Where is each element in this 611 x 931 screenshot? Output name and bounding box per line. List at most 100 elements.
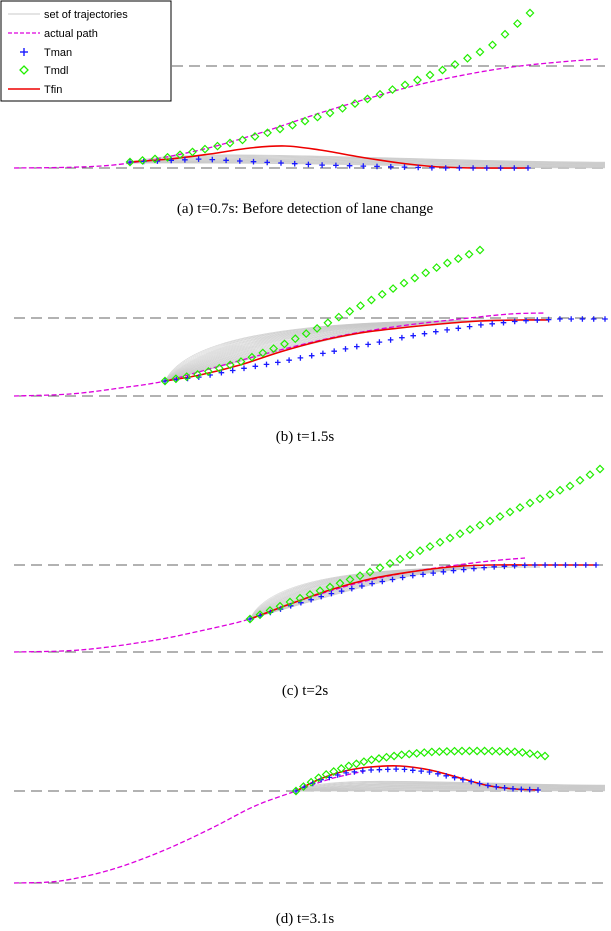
tman-marker [497,165,504,171]
tmdl-marker [442,258,452,268]
tman-marker [278,160,284,166]
tman-marker [223,157,229,164]
legend-tmdl-swatch [19,65,29,75]
panel-c [13,464,605,653]
tman-marker [491,564,497,570]
tman-marker [602,316,608,322]
legend-tman-swatch [20,48,28,56]
tmdl-marker [299,782,308,792]
tmdl-marker [510,747,520,757]
tmdl-marker [388,284,398,294]
tman-marker [526,786,533,793]
tman-marker [229,367,236,374]
trajectory-line [129,161,606,168]
tman-marker [501,785,508,791]
tman-marker [305,161,312,168]
tmdl-marker [435,537,445,547]
tman-marker [387,337,394,343]
tmdl-marker [325,582,335,592]
tmdl-marker [525,8,535,18]
tman-marker [510,786,516,792]
trajectory-line [295,782,606,792]
tman-marker [369,580,375,587]
tman-marker [443,773,449,779]
tman-marker [237,158,243,164]
tmdl-marker [314,773,324,783]
legend-trajectories-label: set of trajectories [44,9,128,21]
tman-marker [328,590,335,597]
panel-d [13,746,606,884]
tman-marker [346,162,353,169]
tmdl-marker [475,245,485,255]
tman-marker [568,316,574,322]
tman-marker [489,321,495,327]
tmdl-marker [291,786,301,796]
trajectory-line [129,157,606,165]
tmdl-marker [415,546,425,556]
tman-marker [493,784,500,790]
tmdl-marker [247,352,257,362]
tman-marker [388,164,394,170]
tman-marker [552,562,559,568]
tman-marker [320,350,326,357]
tmdl-marker [290,334,300,344]
tman-marker [127,159,133,165]
tmdl-marker [397,750,407,760]
tmdl-marker [465,746,474,756]
trajectory-line [295,782,606,792]
tmdl-marker [188,147,197,157]
tman-marker [410,332,416,339]
tmdl-marker [432,263,442,273]
tmdl-marker [395,554,405,564]
tman-marker [399,574,406,581]
tmdl-marker [442,746,452,756]
tman-marker [420,571,426,578]
tmdl-marker [517,747,527,757]
tman-marker [532,562,538,568]
tman-marker [275,359,281,366]
tmdl-marker [405,550,415,560]
tman-marker [389,576,396,583]
trajectory-line [129,162,606,168]
tman-marker [410,572,416,579]
tman-marker [342,346,349,352]
tmdl-marker [236,357,246,367]
tmdl-marker [575,475,585,485]
tman-marker [572,562,579,568]
tmdl-marker [321,770,331,779]
tmdl-marker [367,755,376,765]
caption-a: (a) t=0.7s: Before detection of lane cha… [177,201,434,217]
tmdl-marker [487,746,497,756]
tmdl-marker [365,567,375,577]
tman-marker [393,766,399,772]
tmdl-marker [495,746,505,756]
tmdl-marker [385,559,395,568]
tman-marker [376,766,383,773]
tmdl-marker [238,135,247,145]
tman-marker [478,322,484,328]
tmdl-marker [464,249,474,259]
tmdl-marker [450,60,460,69]
tmdl-marker [335,578,345,588]
tmdl-marker [323,318,333,328]
tman-marker [545,316,552,323]
trajectory-line [129,160,606,167]
tmdl-marker [475,47,485,57]
tman-marker [470,165,476,171]
tmdl-marker [480,746,490,756]
tmdl-marker [485,516,495,526]
trajectory-line [129,155,606,164]
tman-marker [542,562,548,568]
tman-marker [500,319,507,326]
tmdl-marker [336,764,346,773]
tmdl-marker [193,370,203,379]
tmdl-marker [412,748,422,758]
tmdl-marker [265,606,275,615]
trajectory-line [129,157,606,165]
tman-marker [319,162,325,168]
tmdl-marker [475,520,485,530]
tmdl-marker [301,329,311,339]
tmdl-marker [315,586,325,596]
tmdl-marker [250,132,260,141]
tmdl-marker [269,344,279,354]
